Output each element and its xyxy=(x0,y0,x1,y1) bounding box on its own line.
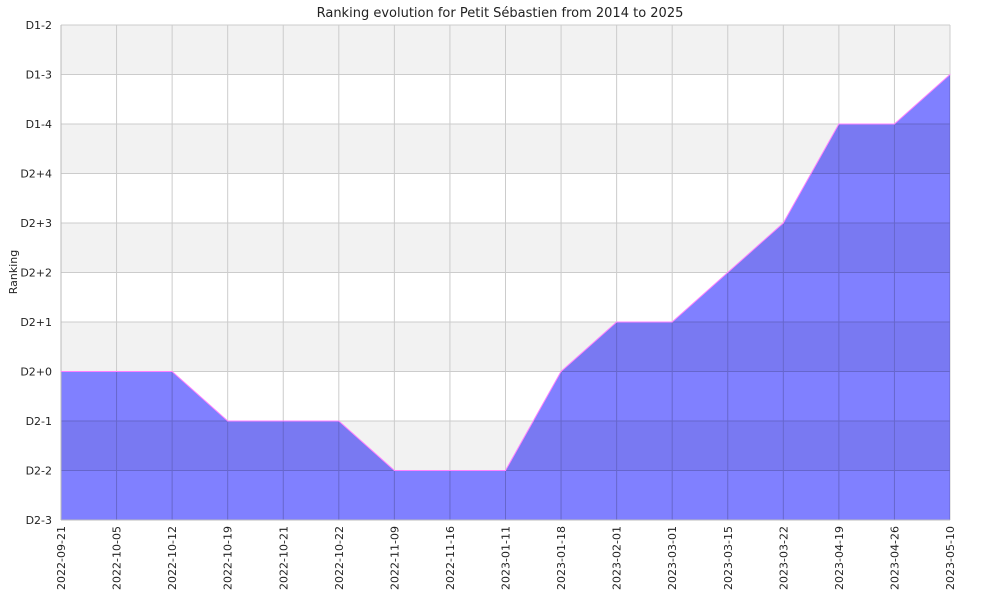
x-tick-label: 2022-09-21 xyxy=(55,526,68,590)
y-tick-label: D1-3 xyxy=(26,69,52,82)
y-tick-label: D2-3 xyxy=(26,514,52,527)
y-tick-label: D2+0 xyxy=(20,366,52,379)
data-point xyxy=(338,420,340,422)
data-point xyxy=(727,272,729,273)
x-tick-label: 2022-10-22 xyxy=(333,526,346,590)
chart-title: Ranking evolution for Petit Sébastien fr… xyxy=(317,6,684,21)
data-point xyxy=(393,470,395,471)
data-point xyxy=(116,371,118,372)
x-tick-label: 2022-10-12 xyxy=(166,526,179,590)
x-tick-label: 2022-10-05 xyxy=(111,526,124,590)
x-tick-label: 2023-03-15 xyxy=(722,526,735,590)
data-point xyxy=(616,321,618,323)
y-tick-label: D2+4 xyxy=(20,168,52,181)
data-point xyxy=(893,123,895,125)
x-tick-labels: 2022-09-21 2022-10-05 2022-10-12 2022-10-19… xyxy=(55,526,957,590)
data-point xyxy=(449,470,451,471)
x-tick-label: 2023-04-19 xyxy=(833,526,846,590)
y-tick-label: D2+1 xyxy=(20,316,52,329)
data-point xyxy=(671,321,673,323)
x-tick-label: 2022-11-09 xyxy=(388,526,401,590)
data-point xyxy=(782,222,784,224)
x-tick-label: 2022-10-21 xyxy=(277,526,290,590)
data-point xyxy=(949,74,951,75)
x-tick-label: 2023-02-01 xyxy=(611,526,624,590)
x-tick-label: 2023-01-11 xyxy=(500,526,513,590)
y-tick-label: D2+3 xyxy=(20,217,52,230)
y-tick-label: D2+2 xyxy=(20,267,52,280)
data-point xyxy=(560,371,562,372)
data-point xyxy=(505,470,506,471)
data-point xyxy=(838,123,840,125)
y-tick-label: D1-4 xyxy=(26,118,52,131)
data-point xyxy=(227,420,229,422)
data-point xyxy=(282,420,284,422)
data-point xyxy=(171,371,173,372)
x-tick-label: 2023-04-26 xyxy=(888,526,901,590)
x-tick-label: 2022-11-16 xyxy=(444,526,457,590)
x-tick-label: 2023-03-22 xyxy=(777,526,790,590)
x-tick-label: 2023-01-18 xyxy=(555,526,568,590)
y-tick-label: D2-1 xyxy=(26,415,52,428)
x-tick-label: 2023-03-01 xyxy=(666,526,679,590)
y-tick-labels: D2-3 D2-2 D2-1 D2+0 D2+1 D2+2 D2+3 D2+4 D1-4 D1-3… xyxy=(20,19,52,527)
y-axis-label: Ranking xyxy=(7,250,20,295)
x-tick-label: 2022-10-19 xyxy=(222,526,235,590)
y-tick-label: D1-2 xyxy=(26,19,52,32)
y-tick-label: D2-2 xyxy=(26,465,52,478)
data-point xyxy=(60,371,62,372)
x-tick-label: 2023-05-10 xyxy=(944,526,957,590)
data-points xyxy=(60,74,951,471)
ranking-area xyxy=(61,74,950,520)
